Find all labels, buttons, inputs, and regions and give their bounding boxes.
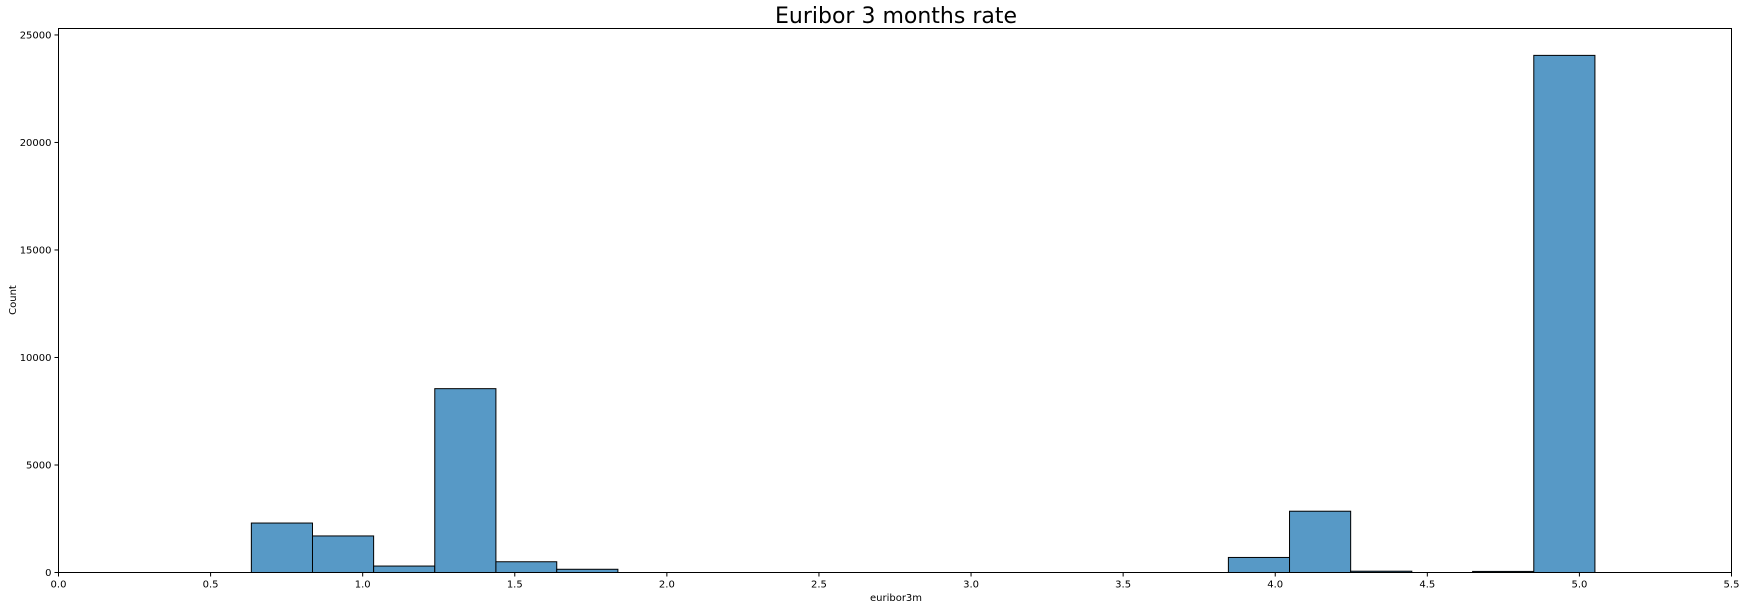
x-tick-label: 5.5 — [1724, 580, 1740, 591]
histogram-bar-6 — [1227, 556, 1291, 573]
y-axis-label: Count — [8, 285, 19, 315]
x-tick-label: 0.5 — [203, 580, 219, 591]
y-tick-label: 5000 — [26, 460, 51, 471]
histogram-bar-7 — [1289, 510, 1352, 573]
x-tick-label: 5.0 — [1571, 580, 1587, 591]
y-tick-label: 20000 — [20, 138, 52, 149]
y-axis: 0 5000 10000 15000 20000 25000 — [20, 30, 59, 579]
histogram-bar-0 — [250, 522, 313, 574]
x-tick-label: 1.0 — [355, 580, 371, 591]
x-tick-label: 2.0 — [659, 580, 675, 591]
x-tick-label: 4.0 — [1267, 580, 1283, 591]
x-tick-label: 0.0 — [51, 580, 67, 591]
x-axis-label: euribor3m — [870, 593, 922, 604]
histogram-bar-2 — [373, 565, 436, 573]
bars-group — [250, 54, 1596, 574]
y-tick-label: 25000 — [20, 30, 52, 41]
histogram-bar-4 — [495, 561, 558, 574]
y-tick-label: 15000 — [20, 245, 52, 256]
x-axis: 0.0 0.5 1.0 1.5 2.0 2.5 3.0 3.5 4.0 4.5 5.0 5.5 — [51, 572, 1740, 591]
histogram-bar-10 — [1533, 54, 1596, 574]
chart-title: Euribor 3 months rate — [775, 4, 1017, 29]
histogram-bar-1 — [311, 535, 375, 574]
histogram-bar-3 — [434, 388, 497, 574]
x-tick-label: 3.5 — [1115, 580, 1131, 591]
x-tick-label: 1.5 — [507, 580, 523, 591]
y-tick-label: 10000 — [20, 353, 52, 364]
x-tick-label: 2.5 — [811, 580, 827, 591]
x-tick-label: 3.0 — [963, 580, 979, 591]
plot-frame — [58, 28, 1732, 573]
x-tick-label: 4.5 — [1419, 580, 1435, 591]
y-tick-label: 0 — [45, 568, 51, 579]
